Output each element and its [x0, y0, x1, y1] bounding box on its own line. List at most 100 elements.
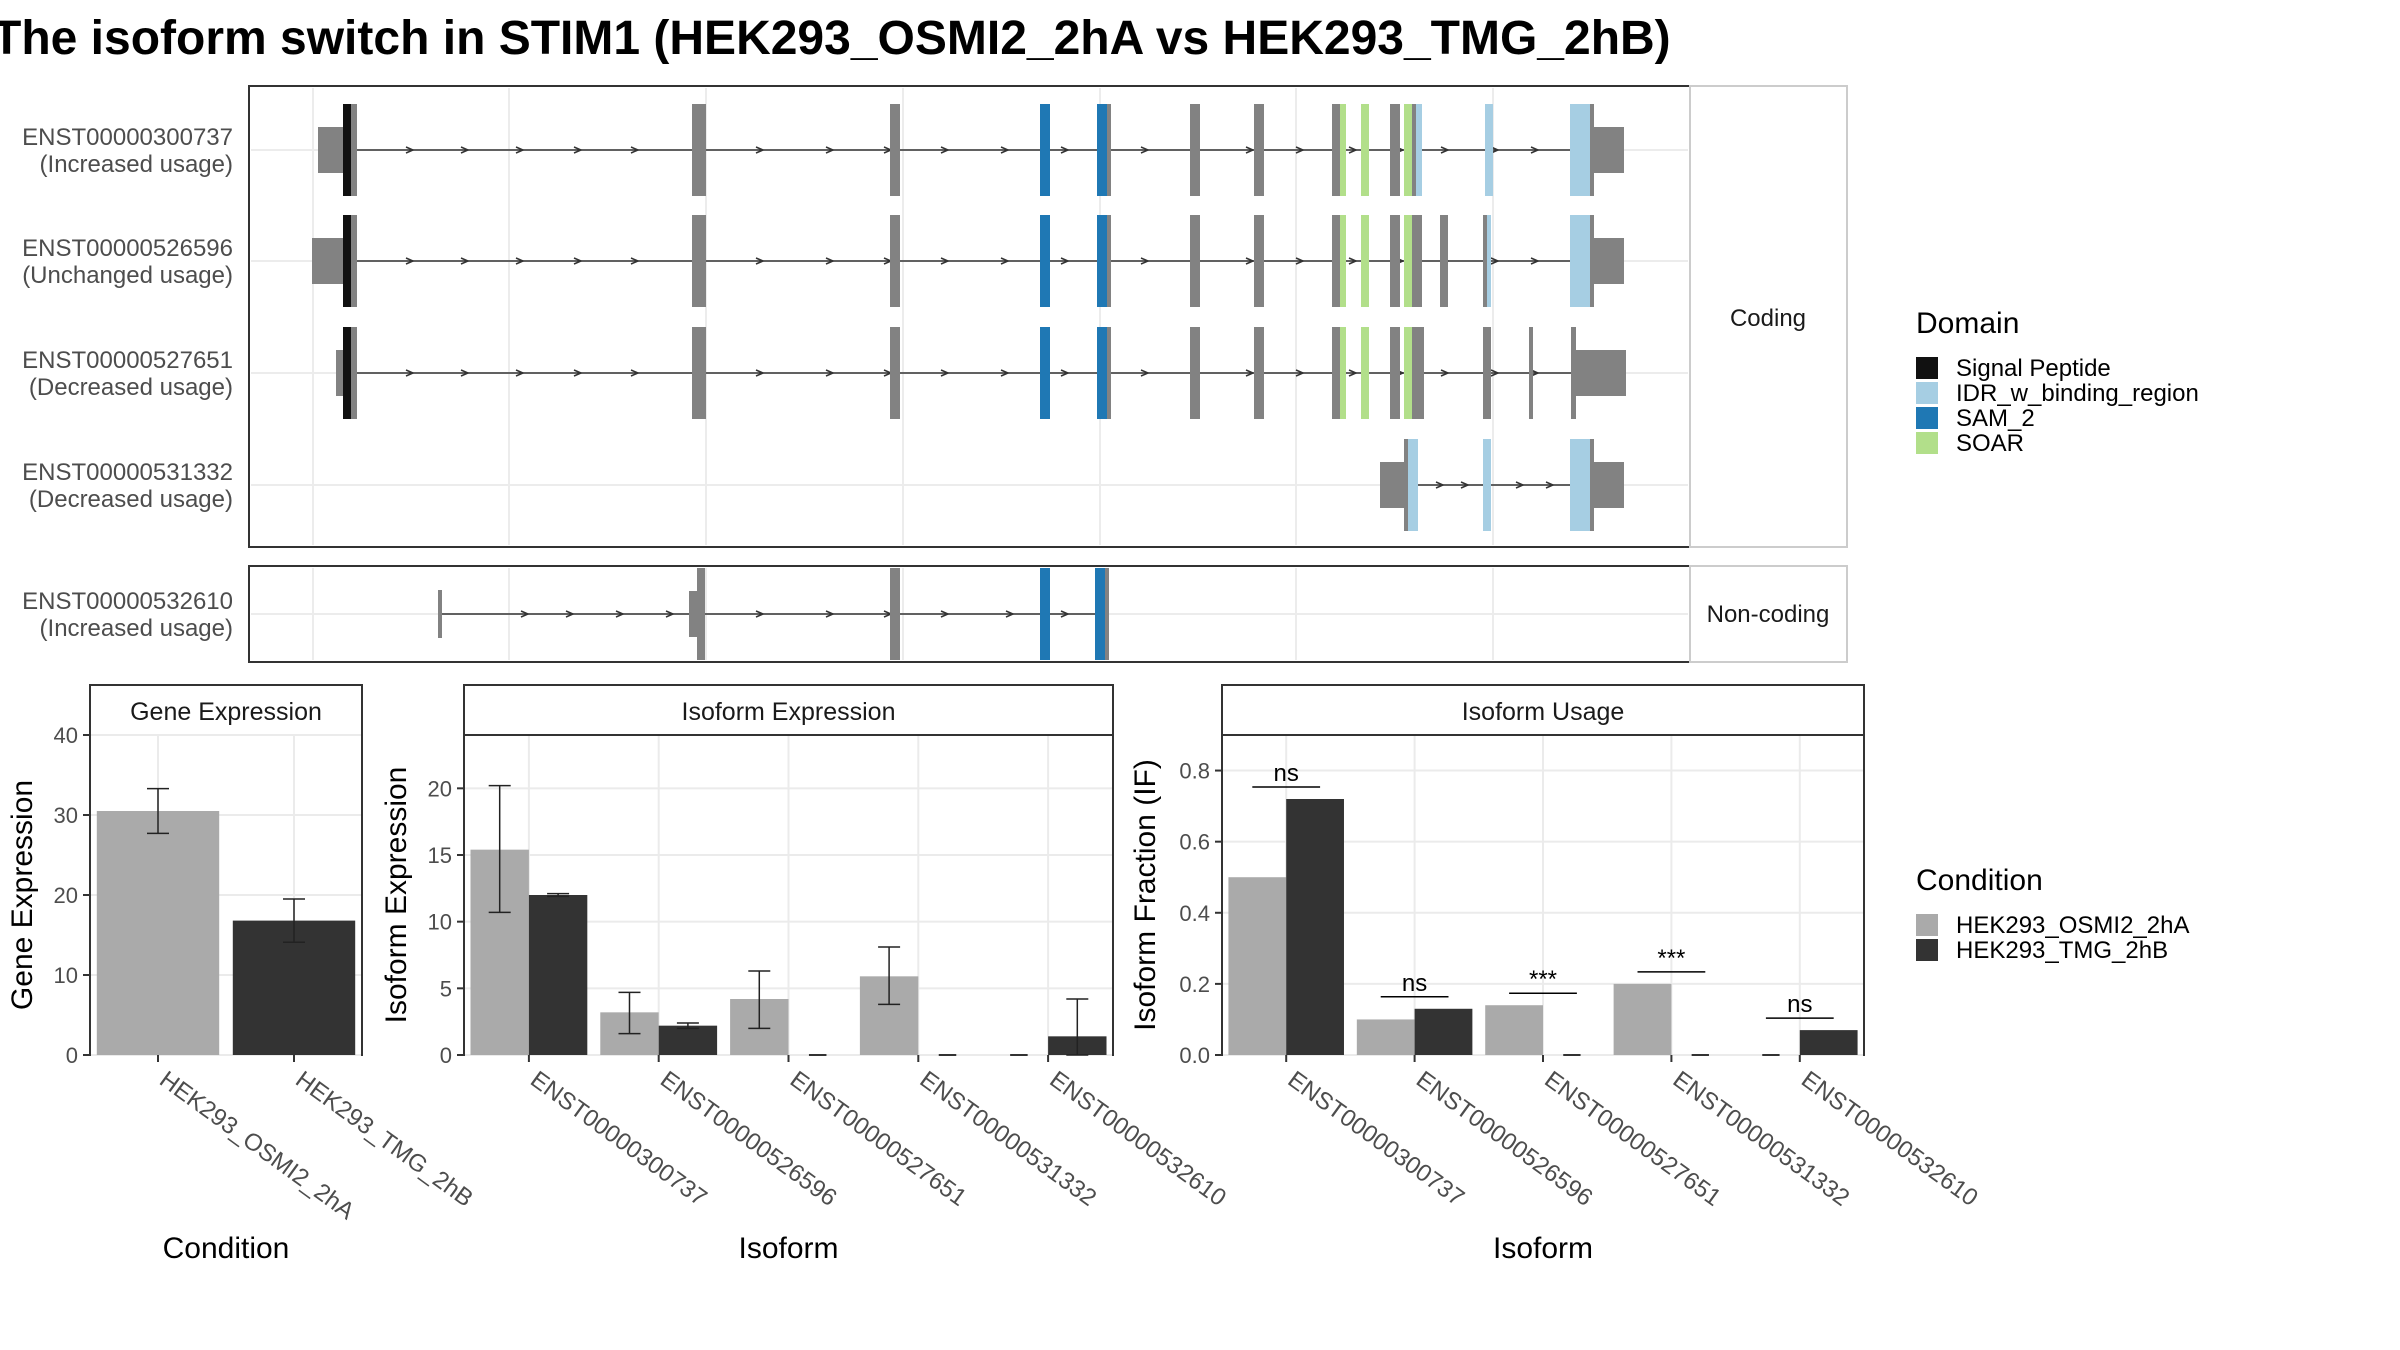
- exon-block: [1570, 104, 1590, 196]
- bar: [1799, 1030, 1858, 1055]
- y-tick-label: 5: [440, 976, 452, 1001]
- intron-arrow: [1490, 369, 1500, 377]
- transcript-id-label: ENST00000532610: [22, 588, 233, 615]
- intron-arrow: [573, 257, 583, 265]
- intron-arrow: [1060, 257, 1070, 265]
- legend-domain-title: Domain: [1916, 307, 2019, 340]
- transcript-id-label: ENST00000526596: [22, 235, 233, 262]
- intron-arrow: [755, 146, 765, 154]
- exon-block: [1190, 327, 1200, 419]
- intron-arrow: [1060, 369, 1070, 377]
- exon-block: [1097, 104, 1107, 196]
- chart-panel: Isoform Usage 0.0 0.2 0.4 0.6 0.8 ns ns *** *** ns…: [1129, 684, 1983, 1265]
- intron-arrow: [825, 257, 835, 265]
- intron-arrow: [1295, 257, 1305, 265]
- exon-block: [1107, 215, 1111, 307]
- y-tick-label: 30: [54, 803, 78, 828]
- intron-arrow: [515, 369, 525, 377]
- bar: [528, 895, 588, 1055]
- exon-block: [1390, 215, 1400, 307]
- bar: [658, 1025, 718, 1055]
- legend-label: HEK293_OSMI2_2hA: [1956, 912, 2189, 939]
- facet-label-coding: Coding: [1730, 305, 1806, 332]
- legend-condition-title: Condition: [1916, 864, 2043, 897]
- exon-block: [1594, 462, 1624, 508]
- panel-title: Isoform Expression: [682, 698, 896, 726]
- intron-arrow: [1245, 257, 1255, 265]
- intron-arrow: [1245, 146, 1255, 154]
- exon-block: [1040, 327, 1050, 419]
- x-axis-title: Isoform: [1493, 1232, 1593, 1265]
- exon-block: [1412, 104, 1416, 196]
- significance-label: ***: [1657, 945, 1685, 972]
- exon-block: [1590, 215, 1594, 307]
- exon-block: [1332, 327, 1340, 419]
- intron-arrow: [755, 610, 765, 618]
- intron-arrow: [1005, 610, 1015, 618]
- exon-block: [1340, 215, 1346, 307]
- legend-label: SAM_2: [1956, 405, 2035, 432]
- transcript-usage-label: (Increased usage): [40, 151, 233, 178]
- y-axis-title: Gene Expression: [6, 780, 39, 1010]
- intron-arrow: [515, 146, 525, 154]
- bar: [1613, 983, 1672, 1055]
- intron-arrow: [615, 610, 625, 618]
- legend-label: IDR_w_binding_region: [1956, 380, 2199, 407]
- transcript-usage-label: (Unchanged usage): [22, 262, 233, 289]
- intron-arrow: [755, 369, 765, 377]
- exon-block: [1487, 215, 1491, 307]
- exon-block: [1040, 568, 1050, 660]
- exon-block: [1097, 215, 1107, 307]
- exon-block: [890, 568, 900, 660]
- exon-block: [1483, 439, 1491, 531]
- intron-arrow: [1460, 481, 1470, 489]
- exon-block: [351, 327, 357, 419]
- intron-arrow: [460, 257, 470, 265]
- exon-block: [692, 327, 706, 419]
- bar: [1414, 1008, 1473, 1055]
- exon-block: [1404, 104, 1412, 196]
- intron-arrow: [630, 257, 640, 265]
- bar: [1485, 1005, 1543, 1055]
- y-tick-label: 0.6: [1179, 830, 1210, 855]
- exon-block: [1361, 327, 1369, 419]
- intron-arrow: [405, 369, 415, 377]
- intron-arrow: [940, 146, 950, 154]
- exon-block: [1107, 327, 1111, 419]
- transcript-id-label: ENST00000300737: [22, 124, 233, 151]
- intron-arrow: [1295, 369, 1305, 377]
- y-tick-label: 0.8: [1179, 759, 1210, 784]
- intron-arrow: [1140, 369, 1150, 377]
- panel-strip: [463, 684, 1114, 736]
- intron-arrow: [1245, 369, 1255, 377]
- intron-arrow: [573, 369, 583, 377]
- legend-label: Signal Peptide: [1956, 355, 2111, 382]
- y-tick-label: 0.2: [1179, 972, 1210, 997]
- bar: [1228, 877, 1287, 1055]
- intron-arrow: [1490, 257, 1500, 265]
- exon-block: [890, 327, 900, 419]
- intron-arrow: [1348, 146, 1358, 154]
- intron-arrow: [630, 369, 640, 377]
- intron-arrow: [665, 610, 675, 618]
- bar: [1356, 1019, 1415, 1055]
- intron-arrow: [940, 610, 950, 618]
- legend-swatch: [1916, 914, 1938, 936]
- exon-block: [1254, 327, 1264, 419]
- legend-label: SOAR: [1956, 430, 2024, 457]
- x-axis-title: Condition: [163, 1232, 290, 1265]
- intron-arrow: [1515, 481, 1525, 489]
- intron-arrow: [1060, 146, 1070, 154]
- panel-title: Gene Expression: [130, 698, 322, 726]
- intron-arrow: [1530, 369, 1540, 377]
- exon-block: [343, 215, 351, 307]
- exon-block: [318, 127, 344, 173]
- exon-block: [1097, 327, 1107, 419]
- significance-label: ns: [1402, 970, 1427, 997]
- intron-arrow: [565, 610, 575, 618]
- exon-block: [1190, 215, 1200, 307]
- exon-block: [1570, 215, 1590, 307]
